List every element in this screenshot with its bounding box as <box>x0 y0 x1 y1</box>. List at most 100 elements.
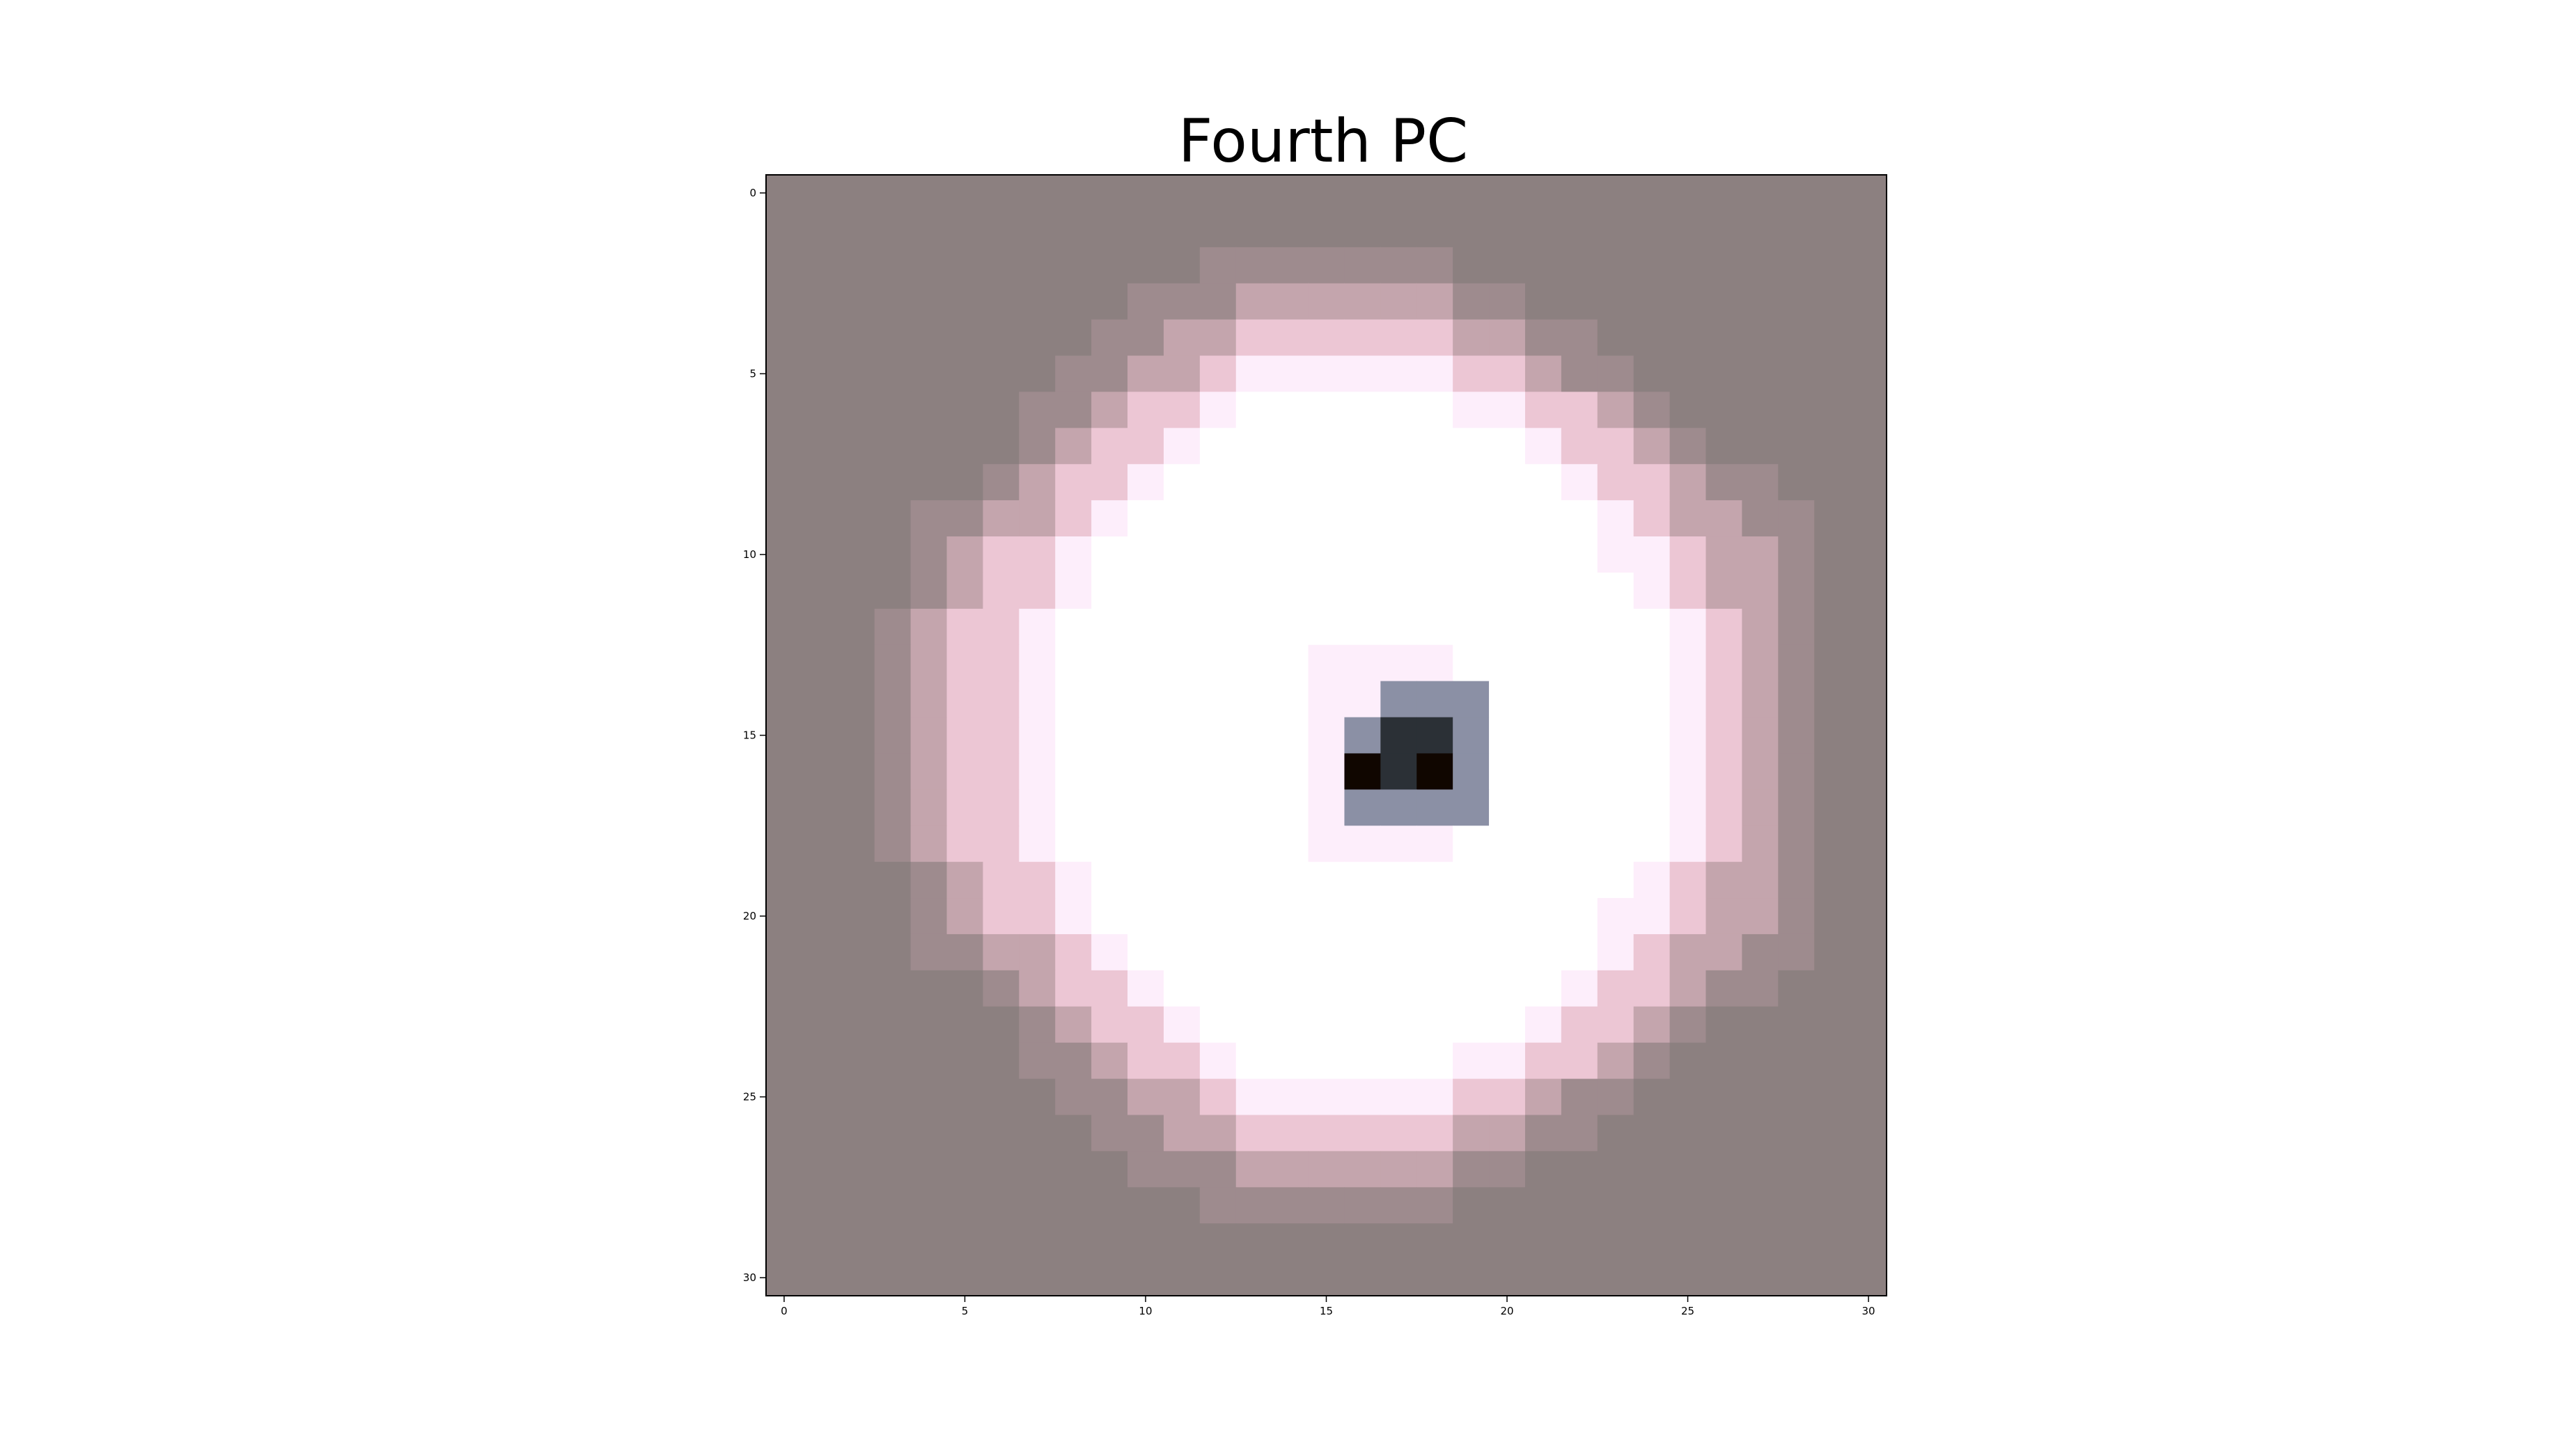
heatmap-cell <box>1778 210 1815 248</box>
heatmap-cell <box>1055 681 1092 718</box>
heatmap-cell <box>1705 1223 1742 1260</box>
heatmap-cell <box>1416 500 1453 537</box>
heatmap-cell <box>983 608 1020 646</box>
heatmap-cell <box>1416 319 1453 357</box>
heatmap-cell <box>983 464 1020 501</box>
heatmap-cell <box>1705 644 1742 682</box>
heatmap-cell <box>1742 608 1779 646</box>
heatmap-cell <box>983 753 1020 790</box>
heatmap-cell <box>1705 717 1742 754</box>
heatmap-cell <box>1778 826 1815 862</box>
heatmap-cell <box>838 210 875 248</box>
heatmap-cell <box>1633 898 1671 935</box>
heatmap-cell <box>1850 428 1887 465</box>
heatmap-cell <box>1524 1260 1562 1296</box>
heatmap-cell <box>983 355 1020 393</box>
heatmap-cell <box>1742 428 1779 465</box>
heatmap-cell <box>1453 753 1490 790</box>
heatmap-cell <box>983 644 1020 682</box>
heatmap-cell <box>802 1260 839 1296</box>
heatmap-cell <box>1742 500 1779 537</box>
heatmap-cell <box>766 464 803 501</box>
heatmap-cell <box>1633 500 1671 537</box>
heatmap-cell <box>1344 1042 1381 1080</box>
heatmap-cell <box>1416 826 1453 862</box>
heatmap-cell <box>1597 464 1634 501</box>
heatmap-cell <box>766 1151 803 1188</box>
heatmap-cell <box>1199 392 1237 428</box>
heatmap-cell <box>802 247 839 284</box>
heatmap-cell <box>802 1151 839 1188</box>
heatmap-cell <box>1524 1187 1562 1224</box>
heatmap-cell <box>1669 500 1707 537</box>
heatmap-cell <box>1091 464 1128 501</box>
heatmap-cell <box>1199 789 1237 826</box>
heatmap-cell <box>802 355 839 393</box>
heatmap-cell <box>1669 608 1707 646</box>
heatmap-cell <box>1705 392 1742 428</box>
heatmap-cell <box>766 500 803 537</box>
heatmap-cell <box>1308 717 1345 754</box>
heatmap-cell <box>766 319 803 357</box>
heatmap-cell <box>1705 1042 1742 1080</box>
heatmap-cell <box>1127 717 1164 754</box>
heatmap-cell <box>1778 247 1815 284</box>
heatmap-cell <box>910 175 948 212</box>
heatmap-cell <box>1597 536 1634 573</box>
heatmap-cell <box>1850 933 1887 971</box>
heatmap-cell <box>1561 392 1598 428</box>
heatmap-cell <box>1019 1223 1056 1260</box>
heatmap-cell <box>1055 1042 1092 1080</box>
heatmap-cell <box>1742 175 1779 212</box>
heatmap-cell <box>1380 536 1417 573</box>
heatmap-cell <box>946 428 984 465</box>
heatmap-cell <box>1019 392 1056 428</box>
heatmap-cell <box>1272 355 1309 393</box>
heatmap-cell <box>946 536 984 573</box>
heatmap-cell <box>1127 319 1164 357</box>
heatmap-cell <box>1091 753 1128 790</box>
heatmap-cell <box>1055 1187 1092 1224</box>
heatmap-cell <box>1778 1187 1815 1224</box>
heatmap-cell <box>766 247 803 284</box>
heatmap-cell <box>1742 1260 1779 1296</box>
heatmap-cell <box>1705 970 1742 1007</box>
heatmap-cell <box>1199 1078 1237 1116</box>
heatmap-cell <box>1453 644 1490 682</box>
heatmap-cell <box>1416 933 1453 971</box>
heatmap-cell <box>1453 826 1490 862</box>
heatmap-cell <box>1453 247 1490 284</box>
heatmap-cell <box>1019 608 1056 646</box>
heatmap-cell <box>1235 1151 1273 1188</box>
heatmap-cell <box>1669 536 1707 573</box>
heatmap-cell <box>1705 210 1742 248</box>
heatmap-cell <box>1489 500 1526 537</box>
heatmap-cell <box>1597 1078 1634 1116</box>
heatmap-cell <box>1235 789 1273 826</box>
heatmap-cell <box>910 1223 948 1260</box>
heatmap-cell <box>1019 175 1056 212</box>
heatmap-cell <box>1344 608 1381 646</box>
heatmap-cell <box>1091 826 1128 862</box>
heatmap-cell <box>1235 355 1273 393</box>
heatmap-cell <box>1850 355 1887 393</box>
heatmap-cell <box>1344 210 1381 248</box>
heatmap-cell <box>1199 717 1237 754</box>
heatmap-cell <box>983 789 1020 826</box>
heatmap-cell <box>1127 464 1164 501</box>
heatmap-cell <box>946 933 984 971</box>
heatmap-cell <box>946 247 984 284</box>
heatmap-cell <box>1019 572 1056 610</box>
heatmap-cell <box>766 210 803 248</box>
heatmap-cell <box>1416 355 1453 393</box>
heatmap-cell <box>1055 175 1092 212</box>
heatmap-cell <box>766 1223 803 1260</box>
heatmap-cell <box>910 717 948 754</box>
heatmap-cell <box>1344 536 1381 573</box>
heatmap-cell <box>874 608 912 646</box>
heatmap-cell <box>1489 970 1526 1007</box>
heatmap-cell <box>1597 210 1634 248</box>
heatmap-cell <box>1127 500 1164 537</box>
heatmap-cell <box>1235 1260 1273 1296</box>
